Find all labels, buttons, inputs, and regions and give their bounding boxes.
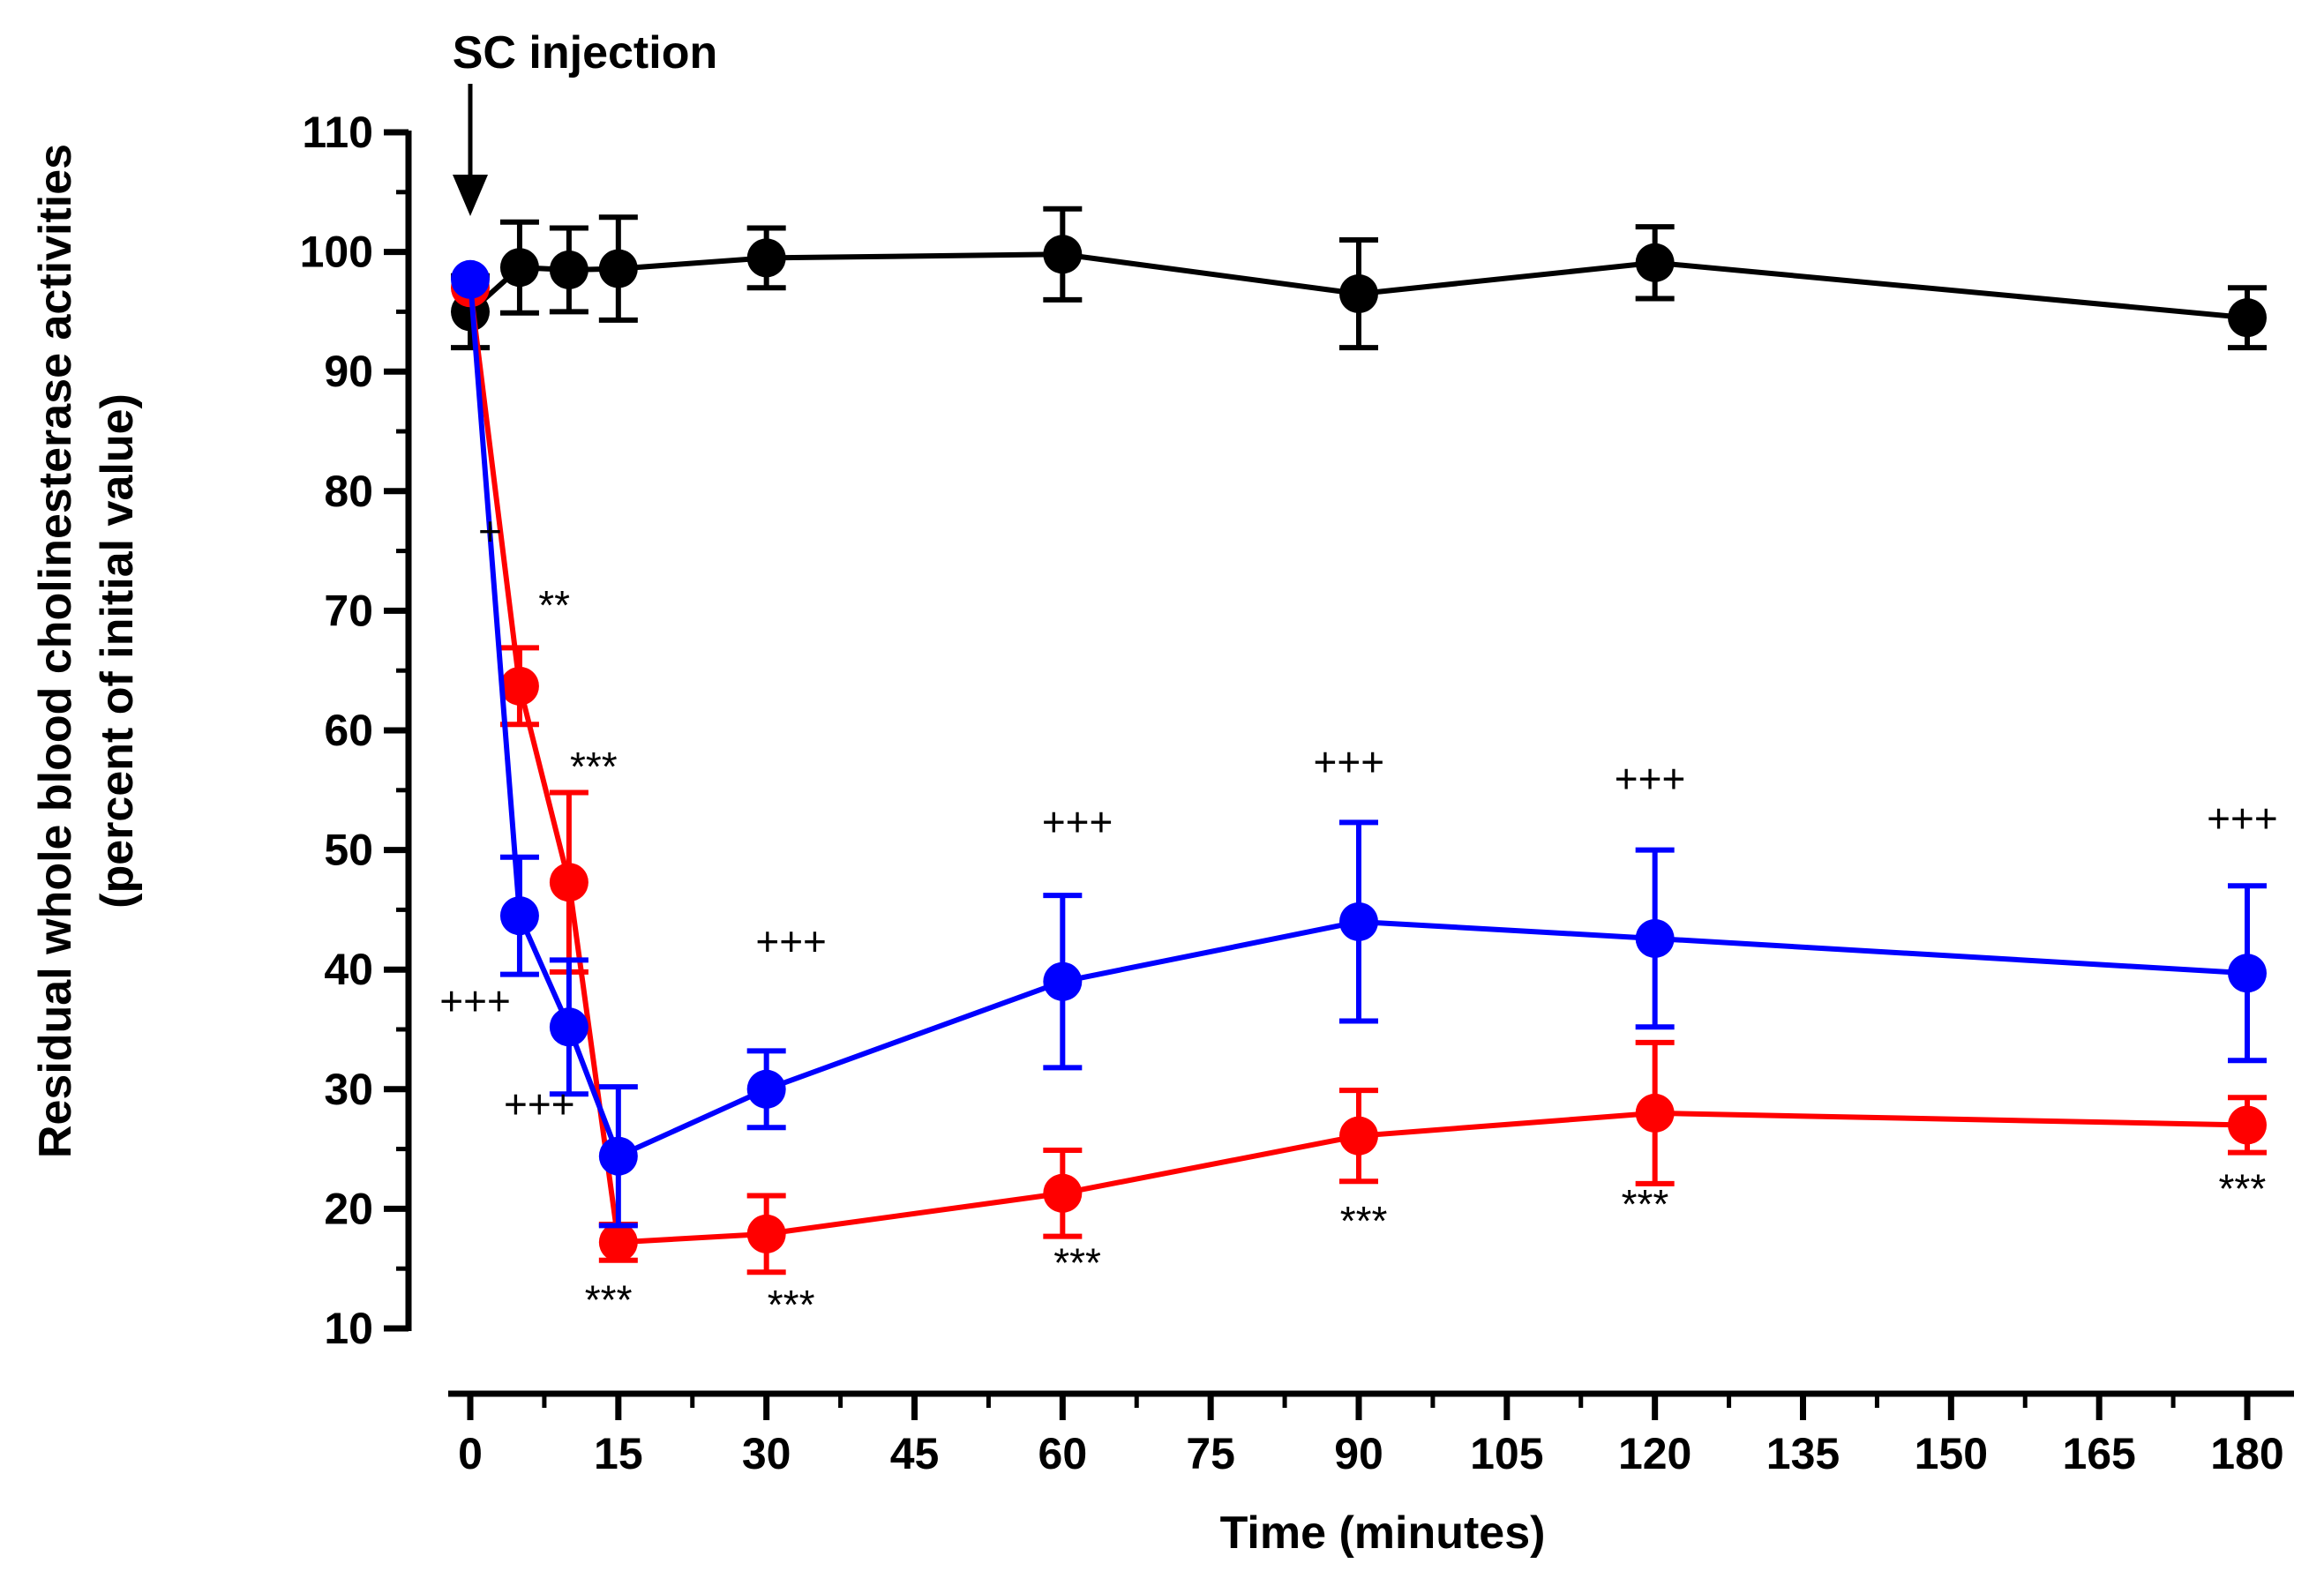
data-point [2228, 954, 2267, 993]
data-point [1339, 1116, 1378, 1156]
data-point [499, 248, 539, 288]
data-point [549, 863, 588, 902]
y-tick-label: 100 [300, 228, 373, 277]
significance-label: *** [1340, 1198, 1388, 1244]
y-tick-label: 10 [324, 1304, 373, 1353]
x-axis-title: Time (minutes) [1220, 1507, 1546, 1559]
data-point [499, 666, 539, 706]
x-tick-label: 105 [1470, 1429, 1543, 1478]
data-point [499, 896, 539, 936]
x-tick-label: 120 [1618, 1429, 1691, 1478]
y-tick-label: 50 [324, 826, 373, 875]
data-point [598, 1223, 638, 1262]
y-tick-label: 60 [324, 706, 373, 755]
x-tick-label: 150 [1915, 1429, 1988, 1478]
significance-label: +++ [1615, 756, 1686, 802]
significance-label: +++ [755, 918, 827, 964]
annotation-layer: +*****++++++***+++***+++***+++***+++***+… [439, 508, 2277, 1328]
significance-label: *** [570, 744, 618, 789]
data-point [1043, 961, 1083, 1001]
x-tick-label: 60 [1038, 1429, 1088, 1478]
significance-label: +++ [439, 978, 511, 1024]
significance-label: +++ [2207, 795, 2278, 841]
data-point [549, 1007, 588, 1047]
data-point [451, 259, 490, 299]
data-point [746, 238, 786, 278]
series-black [451, 206, 2267, 351]
y-tick-label: 110 [302, 108, 373, 157]
x-tick-label: 135 [1766, 1429, 1840, 1478]
data-point [1339, 901, 1378, 941]
data-point [598, 1136, 638, 1176]
data-point [2228, 298, 2267, 338]
y-tick-label: 80 [324, 467, 373, 516]
data-point [1635, 918, 1675, 958]
x-tick-label: 75 [1186, 1429, 1235, 1478]
x-tick-label: 45 [890, 1429, 940, 1478]
x-tick-label: 180 [2210, 1429, 2283, 1478]
x-tick-label: 0 [458, 1429, 483, 1478]
data-point [1339, 274, 1378, 314]
y-tick-label: 30 [324, 1065, 373, 1114]
data-point [1043, 1173, 1083, 1213]
y-axis-title-line1: Residual whole blood cholinesterase acti… [30, 144, 81, 1158]
y-axis-title-line2: (percent of initial value) [92, 393, 143, 909]
significance-label: *** [1053, 1240, 1101, 1286]
significance-label: +++ [1314, 739, 1385, 785]
series-red [451, 268, 2267, 1276]
series-blue [451, 259, 2267, 1229]
injection-label: SC injection [453, 27, 717, 79]
axes: 10 20 30 40 50 60 70 80 90 100 110 0 15 30 45 60 75 90 105… [300, 108, 2294, 1478]
significance-label: +++ [504, 1081, 575, 1126]
significance-label: *** [1622, 1181, 1669, 1227]
data-point [1043, 235, 1083, 274]
significance-label: + [478, 508, 502, 554]
data-point [746, 1214, 786, 1253]
x-tick-label: 165 [2062, 1429, 2135, 1478]
data-point [2228, 1105, 2267, 1145]
data-point [1635, 243, 1675, 282]
series-layer [451, 206, 2267, 1276]
significance-label: ** [538, 582, 570, 628]
y-tick-label: 90 [324, 347, 373, 396]
data-point [746, 1069, 786, 1109]
significance-label: *** [2219, 1166, 2267, 1212]
data-point [1635, 1093, 1675, 1133]
y-tick-label: 20 [324, 1184, 373, 1233]
injection-arrow-head [453, 175, 488, 216]
x-tick-label: 15 [594, 1429, 643, 1478]
y-tick-label: 70 [324, 586, 373, 635]
y-tick-label: 40 [324, 945, 373, 994]
series-line-blue [468, 279, 2248, 1160]
significance-label: +++ [1042, 798, 1113, 844]
significance-label: *** [768, 1282, 815, 1328]
x-tick-label: 90 [1334, 1429, 1383, 1478]
x-tick-label: 30 [742, 1429, 791, 1478]
significance-label: *** [585, 1277, 633, 1323]
data-point [549, 250, 588, 289]
data-point [598, 249, 638, 288]
